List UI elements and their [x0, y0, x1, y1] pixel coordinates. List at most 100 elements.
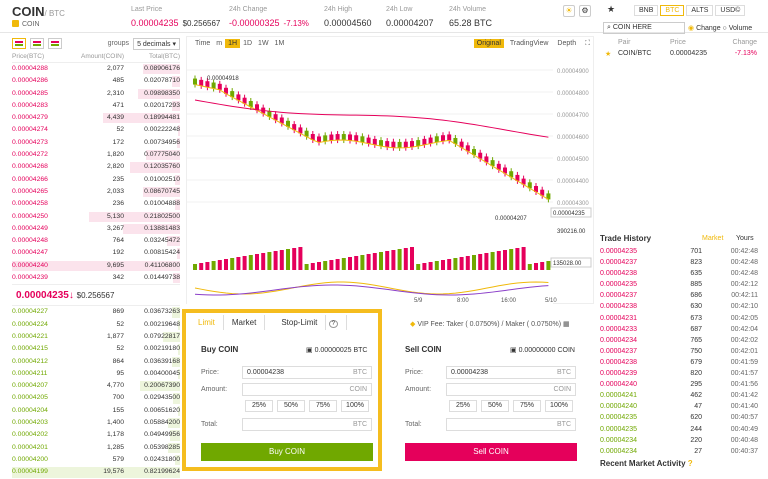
bid-row[interactable]: 0.00004202 1,178 0.04949956	[12, 429, 180, 441]
bid-row[interactable]: 0.00004200 579 0.02431800	[12, 454, 180, 466]
view-original-tab[interactable]: Original	[473, 39, 504, 48]
bid-row[interactable]: 0.00004201 1,285 0.05398285	[12, 442, 180, 454]
buy-price-input[interactable]: 0.00004238 BTC	[242, 366, 372, 379]
interval-1M[interactable]: 1M	[274, 40, 285, 47]
radio-volume[interactable]: ○ Volume	[722, 25, 753, 32]
price-chart[interactable]: Time m 1H 1D 1W 1M Original TradingView Depth…	[186, 36, 594, 304]
buy-pct-100%[interactable]: 100%	[341, 400, 369, 412]
candle-body	[341, 134, 346, 141]
ask-row[interactable]: 0.00004286 485 0.02078710	[12, 75, 180, 87]
ask-row[interactable]: 0.00004273 172 0.00734956	[12, 137, 180, 149]
candle-body	[310, 134, 315, 140]
bid-row[interactable]: 0.00004203 1,400 0.05884200	[12, 417, 180, 429]
bid-row[interactable]: 0.00004224 52 0.00219648	[12, 319, 180, 331]
tab-market-trades[interactable]: Market	[702, 235, 724, 242]
bid-row[interactable]: 0.00004207 4,770 0.20067390	[12, 380, 180, 392]
x-tick-label: 8:00	[457, 298, 469, 304]
tab-market[interactable]: Market	[224, 315, 266, 330]
ask-row[interactable]: 0.00004248 764 0.03245472	[12, 235, 180, 247]
favorite-star-icon[interactable]: ★	[607, 4, 616, 14]
candle-body	[503, 167, 507, 174]
market-search-input[interactable]: ⌕ COIN HERE	[603, 22, 685, 34]
bid-row[interactable]: 0.00004205 700 0.02943500	[12, 392, 180, 404]
volume-bar	[472, 255, 476, 270]
search-icon: ⌕	[607, 24, 611, 31]
volume-bar	[304, 264, 309, 270]
candle-body	[211, 82, 216, 89]
market-tab-3[interactable]: USD©	[715, 5, 746, 16]
buy-total-input[interactable]: BTC	[242, 418, 372, 431]
buy-submit-button[interactable]: Buy COIN	[201, 443, 373, 461]
theme-sun-icon[interactable]: ☀	[563, 5, 575, 17]
ask-row[interactable]: 0.00004268 2,820 0.12035760	[12, 161, 180, 173]
interval-m[interactable]: m	[216, 40, 223, 47]
trade-row: 0.00004237 823 00:42:48	[600, 259, 758, 267]
candle-body	[385, 141, 390, 148]
buy-pct-25%[interactable]: 25%	[245, 400, 273, 412]
ask-row[interactable]: 0.00004274 52 0.00222248	[12, 124, 180, 136]
view-depth-tab[interactable]: Depth	[557, 40, 577, 47]
buy-pct-50%[interactable]: 50%	[277, 400, 305, 412]
market-tab-2[interactable]: ALTS	[686, 5, 714, 16]
ask-row[interactable]: 0.00004279 4,439 0.18994481	[12, 112, 180, 124]
ask-row[interactable]: 0.00004272 1,820 0.07775040	[12, 149, 180, 161]
bid-row[interactable]: 0.00004204 155 0.00651620	[12, 405, 180, 417]
settings-gear-icon[interactable]: ⚙	[579, 5, 591, 17]
sell-pct-75%[interactable]: 75%	[513, 400, 541, 412]
candle-body	[298, 127, 303, 134]
view-bids-icon[interactable]	[30, 38, 44, 49]
volume-bar	[286, 249, 290, 270]
sell-amount-input[interactable]: COIN	[446, 383, 576, 396]
candle-body	[478, 152, 483, 159]
buy-pct-75%[interactable]: 75%	[309, 400, 337, 412]
bid-row[interactable]: 0.00004212 864 0.03639168	[12, 356, 180, 368]
candle-body	[509, 171, 514, 178]
sell-pct-25%[interactable]: 25%	[449, 400, 477, 412]
sell-pct-100%[interactable]: 100%	[545, 400, 573, 412]
view-both-icon[interactable]	[12, 38, 26, 49]
bid-row[interactable]: 0.00004221 1,877 0.07922817	[12, 331, 180, 343]
view-asks-icon[interactable]	[48, 38, 62, 49]
ask-row[interactable]: 0.00004258 236 0.01004888	[12, 198, 180, 210]
last-price-tag-box	[550, 207, 592, 218]
groups-select[interactable]: 5 decimals ▾	[133, 37, 180, 50]
sell-price-input[interactable]: 0.00004238 BTC	[446, 366, 576, 379]
ask-row[interactable]: 0.00004240 9,695 0.41106800	[12, 260, 180, 272]
ask-row[interactable]: 0.00004265 2,033 0.08670745	[12, 186, 180, 198]
ask-row[interactable]: 0.00004283 471 0.02017293	[12, 100, 180, 112]
interval-Time[interactable]: Time	[195, 40, 211, 47]
bid-row[interactable]: 0.00004199 19,576 0.82199624	[12, 466, 180, 478]
volume-bar	[509, 249, 514, 270]
ask-row[interactable]: 0.00004250 5,130 0.21802500	[12, 211, 180, 223]
tab-stop-limit[interactable]: Stop-Limit ?	[265, 315, 347, 330]
bid-row[interactable]: 0.00004215 52 0.00219180	[12, 343, 180, 355]
candle-body	[453, 137, 458, 144]
volume-bar	[496, 251, 501, 270]
buy-amount-input[interactable]: COIN	[242, 383, 372, 396]
coin-logo-icon	[12, 20, 19, 27]
interval-1D[interactable]: 1D	[243, 40, 253, 47]
ask-row[interactable]: 0.00004288 2,077 0.08906176	[12, 63, 180, 75]
sell-pct-50%[interactable]: 50%	[481, 400, 509, 412]
tab-your-trades[interactable]: Yours	[736, 235, 754, 242]
candle-body	[416, 140, 421, 147]
interval-1W[interactable]: 1W	[258, 40, 269, 47]
ask-row[interactable]: 0.00004266 235 0.01002510	[12, 174, 180, 186]
sell-submit-button[interactable]: Sell COIN	[405, 443, 577, 461]
market-tab-1[interactable]: BTC	[660, 5, 685, 16]
market-tab-0[interactable]: BNB	[634, 5, 659, 16]
sell-total-input[interactable]: BTC	[446, 418, 576, 431]
view-tradingview-tab[interactable]: TradingView	[509, 40, 549, 47]
market-row-coin[interactable]: ★ COIN/BTC 0.00004235 -7.13%	[600, 50, 760, 58]
interval-1H[interactable]: 1H	[225, 39, 241, 48]
ask-row[interactable]: 0.00004247 192 0.00815424	[12, 247, 180, 259]
fullscreen-icon[interactable]: ⛶	[585, 39, 590, 47]
tab-limit[interactable]: Limit	[190, 315, 224, 330]
bid-row[interactable]: 0.00004227 869 0.03673263	[12, 306, 180, 318]
radio-change[interactable]: ◉ Change	[688, 25, 721, 32]
buy-balance: ▣ 0.00000025 BTC	[306, 347, 368, 354]
ask-row[interactable]: 0.00004239 342 0.01449738	[12, 272, 180, 284]
ask-row[interactable]: 0.00004285 2,310 0.09898350	[12, 88, 180, 100]
ask-row[interactable]: 0.00004249 3,267 0.13881483	[12, 223, 180, 235]
bid-row[interactable]: 0.00004211 95 0.00400045	[12, 368, 180, 380]
